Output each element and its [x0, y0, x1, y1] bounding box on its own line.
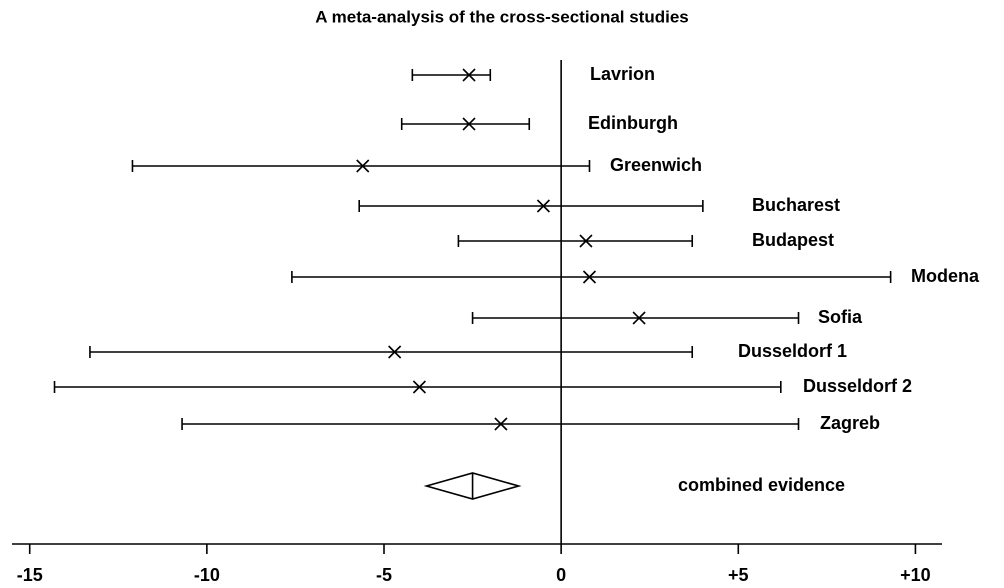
estimate-marker [494, 417, 508, 431]
study-label: Zagreb [820, 413, 880, 433]
study-label: Lavrion [590, 64, 655, 84]
estimate-marker [632, 311, 646, 325]
study-label: Edinburgh [588, 113, 678, 133]
estimate-marker [536, 199, 550, 213]
study-label: Dusseldorf 1 [738, 341, 847, 361]
x-tick-label: +10 [900, 565, 931, 585]
x-tick-label: -15 [17, 565, 43, 585]
estimate-marker [388, 345, 402, 359]
x-tick-label: 0 [556, 565, 566, 585]
estimate-marker [579, 234, 593, 248]
estimate-marker [582, 270, 597, 284]
combined-diamond [423, 472, 522, 500]
x-tick-label: -10 [194, 565, 220, 585]
study-label: Greenwich [610, 155, 702, 175]
x-tick-label: +5 [728, 565, 749, 585]
x-tick-label: -5 [376, 565, 392, 585]
estimate-marker [462, 68, 476, 82]
study-label: Bucharest [752, 195, 840, 215]
study-label: Modena [911, 266, 980, 286]
estimate-marker [462, 117, 476, 131]
study-label: Budapest [752, 230, 834, 250]
combined-label: combined evidence [678, 475, 845, 495]
study-label: Dusseldorf 2 [803, 376, 912, 396]
estimate-marker [356, 159, 370, 173]
estimate-marker [412, 380, 426, 394]
study-label: Sofia [818, 307, 863, 327]
chart-title: A meta-analysis of the cross-sectional s… [315, 7, 689, 26]
